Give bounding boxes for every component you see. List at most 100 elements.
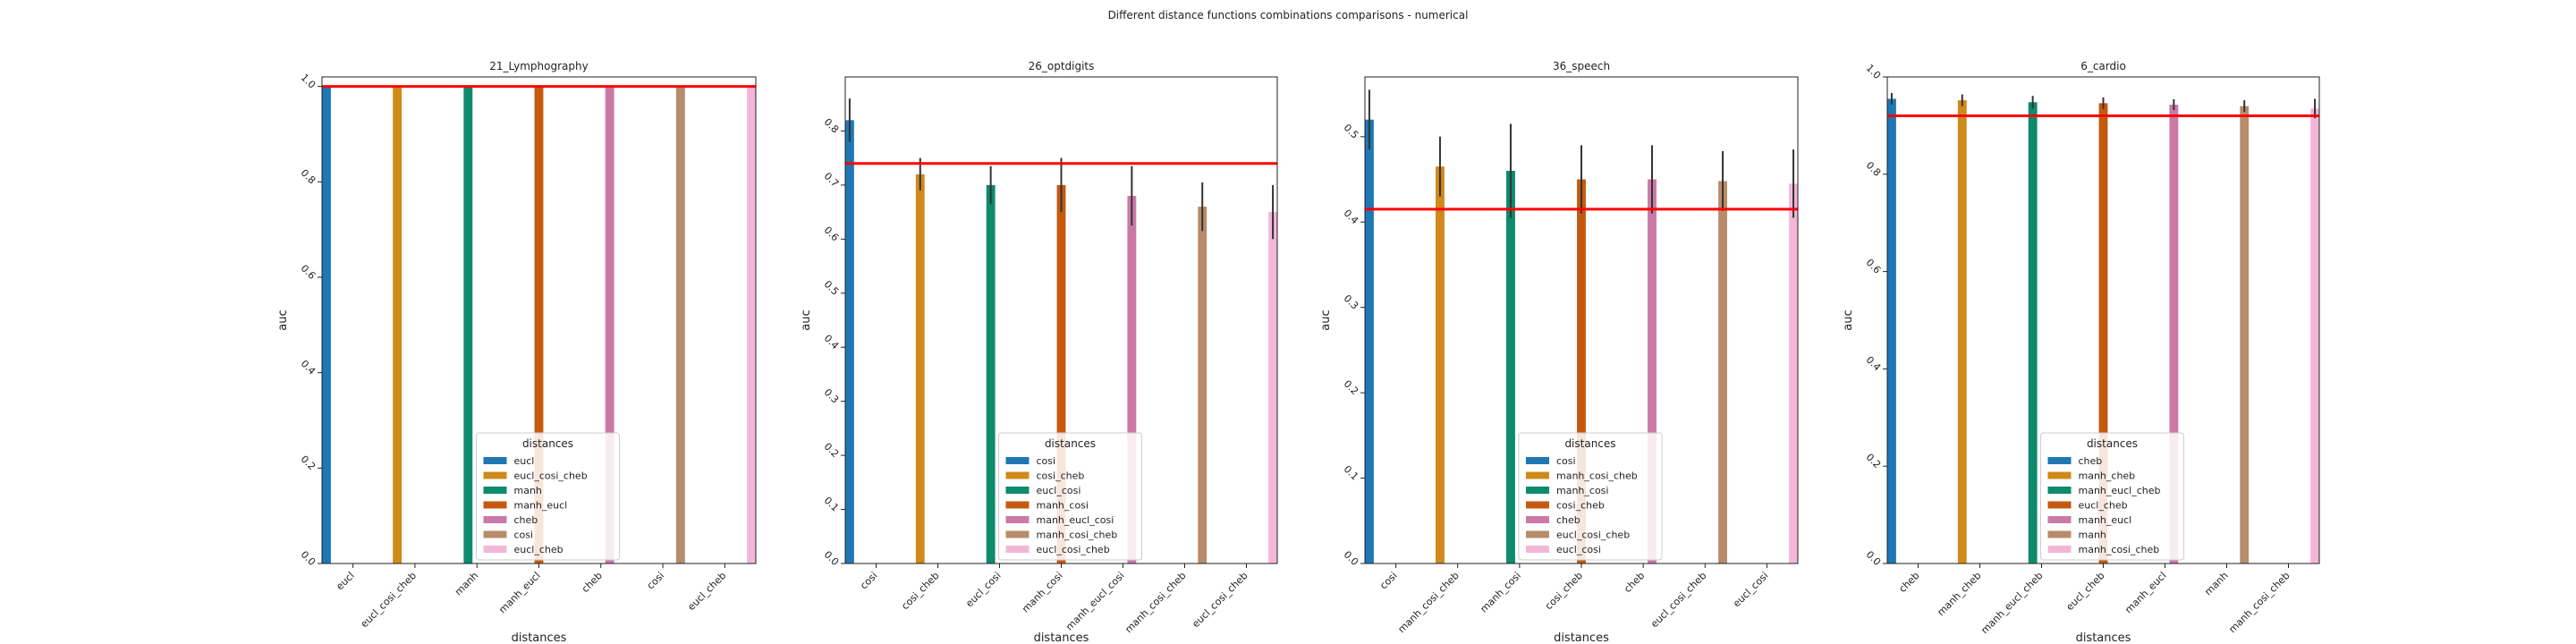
bar	[1056, 184, 1066, 564]
x-tick-label: eucl_cosi	[963, 570, 1003, 609]
legend-label: eucl_cosi_cheb	[1037, 544, 1110, 555]
y-tick-label: 0.6	[1864, 257, 1884, 276]
legend-swatch	[1526, 471, 1549, 479]
y-tick-label: 0.8	[822, 116, 842, 136]
y-tick-label: 0.1	[1342, 463, 1361, 483]
legend-swatch	[2047, 516, 2072, 523]
legend-swatch	[1526, 487, 1549, 494]
y-tick-label: 0.1	[822, 495, 842, 514]
x-tick-label: cheb	[580, 570, 605, 595]
legend-swatch	[483, 501, 507, 509]
legend-swatch	[483, 516, 507, 523]
x-tick-label: cheb	[1622, 570, 1647, 595]
legend-label: cheb	[2079, 455, 2103, 467]
bar	[393, 86, 402, 564]
x-tick-label: cosi_cheb	[899, 570, 941, 612]
x-tick-label: manh_cosi	[1020, 570, 1065, 615]
y-tick-label: 1.0	[299, 72, 318, 91]
bar	[986, 184, 996, 564]
bar	[1365, 119, 1374, 564]
x-tick-label: cosi	[858, 570, 879, 591]
bar	[747, 86, 756, 564]
y-tick-label: 0.4	[1864, 354, 1884, 374]
x-tick-label: eucl	[334, 570, 356, 592]
x-tick-label: manh_eucl	[2123, 570, 2168, 615]
legend-swatch	[483, 530, 507, 538]
bar	[845, 120, 854, 564]
legend-box	[998, 432, 1142, 561]
legend-label: eucl_cosi_cheb	[514, 470, 588, 482]
legend-label: eucl_cosi_cheb	[1556, 530, 1630, 541]
y-tick-label: 0.2	[1342, 378, 1361, 398]
legend-swatch	[1005, 501, 1030, 509]
legend-label: eucl_cosi	[1556, 544, 1601, 555]
y-tick-label: 0.6	[299, 262, 318, 282]
y-tick-label: 0.2	[822, 440, 842, 460]
legend-label: manh_cosi	[1037, 500, 1089, 512]
y-tick-label: 0.5	[1342, 122, 1361, 141]
legend-swatch	[1005, 471, 1030, 479]
bar	[1718, 181, 1727, 564]
chart-title: 6_cardio	[2080, 60, 2126, 72]
legend-swatch	[2047, 457, 2072, 464]
bar	[1506, 170, 1515, 564]
legend: distances cosi manh_cosi_cheb manh_cosicosi…	[1518, 432, 1663, 561]
legend-label: cosi_cheb	[1556, 500, 1605, 512]
y-tick-label: 0.6	[822, 225, 842, 244]
x-tick-label: manh_cosi_cheb	[1123, 570, 1188, 635]
y-tick-label: 0.5	[822, 278, 842, 298]
x-tick-label: eucl_cheb	[685, 570, 728, 613]
legend-swatch	[1526, 501, 1549, 509]
legend-title: distances	[2087, 437, 2138, 450]
bar	[1957, 100, 1967, 564]
legend-label: cosi	[514, 530, 534, 541]
legend-label: manh_eucl	[514, 500, 568, 512]
y-tick-label: 0.3	[822, 386, 842, 406]
legend-title: distances	[1564, 437, 1615, 450]
x-tick-label: cosi	[645, 570, 666, 591]
legend-label: manh	[514, 485, 542, 496]
legend-swatch	[1005, 487, 1030, 494]
legend-label: manh_cosi_cheb	[2079, 544, 2160, 555]
legend-label: eucl_cosi	[1037, 485, 1081, 496]
chart-title: 21_Lymphography	[489, 60, 588, 72]
bar	[1789, 183, 1798, 564]
legend-label: manh_eucl	[2079, 514, 2132, 526]
y-axis-label: auc	[276, 309, 290, 330]
legend-label: cheb	[514, 514, 538, 526]
legend-label: cosi_cheb	[1037, 470, 1085, 482]
legend-swatch	[2047, 546, 2072, 553]
x-tick-label: manh	[2202, 570, 2230, 597]
legend-box	[1518, 432, 1663, 561]
legend-swatch	[1526, 516, 1549, 523]
y-tick-label: 0.3	[1342, 292, 1361, 312]
x-axis-label: distances	[512, 631, 567, 644]
x-tick-label: manh_cosi_cheb	[1395, 570, 1461, 635]
legend-title: distances	[522, 437, 573, 450]
legend-swatch	[1526, 546, 1549, 553]
y-tick-label: 0.2	[1864, 452, 1884, 471]
legend-label: cosi	[1556, 455, 1576, 467]
x-tick-label: eucl_cosi_cheb	[1190, 570, 1250, 630]
y-tick-label: 0.7	[822, 170, 842, 190]
legend-label: manh_cosi	[1556, 485, 1608, 496]
legend-label: manh	[2079, 530, 2106, 541]
x-tick-label: manh_eucl	[496, 570, 542, 615]
x-tick-label: manh_cheb	[1935, 570, 1983, 618]
y-tick-label: 0.2	[299, 453, 318, 473]
x-tick-label: manh_eucl_cosi	[1063, 570, 1127, 633]
legend-label: manh_eucl_cosi	[1037, 514, 1114, 526]
bar	[1436, 166, 1445, 564]
legend-swatch	[2047, 501, 2072, 509]
bar	[1198, 207, 1208, 564]
legend-swatch	[1526, 457, 1549, 464]
y-tick-label: 0.0	[299, 548, 318, 568]
legend-swatch	[1526, 530, 1549, 538]
bar	[463, 86, 473, 564]
legend-label: eucl_cheb	[514, 544, 564, 555]
bar	[322, 86, 331, 564]
y-tick-label: 0.8	[1864, 159, 1884, 179]
legend-label: manh_cosi_cheb	[1556, 470, 1638, 482]
